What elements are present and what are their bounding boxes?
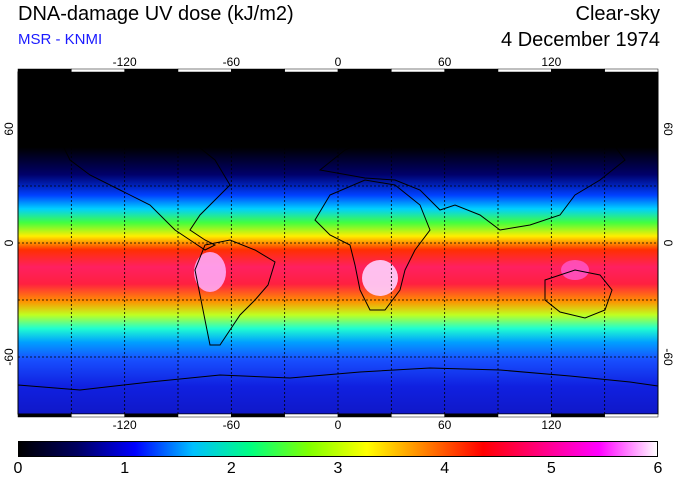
frame-segment bbox=[284, 413, 339, 418]
colorbar-label: 5 bbox=[546, 460, 556, 477]
longitude-label-top: 120 bbox=[541, 55, 561, 69]
colorbar-label: 2 bbox=[226, 460, 236, 477]
hotspot-south-america bbox=[194, 252, 226, 292]
frame-segment bbox=[497, 68, 552, 73]
latitude-label-right: -60 bbox=[661, 348, 675, 366]
map-title: DNA-damage UV dose (kJ/m2) bbox=[18, 3, 294, 25]
longitude-label-bottom: -60 bbox=[223, 418, 241, 432]
coast-europe-asia bbox=[318, 117, 626, 231]
latitude-label-left: 60 bbox=[2, 122, 16, 136]
coast-africa bbox=[314, 179, 431, 311]
frame-segment bbox=[17, 413, 72, 418]
latitude-label-left: 0 bbox=[2, 239, 16, 246]
frame-segment bbox=[124, 68, 179, 73]
frame-segment bbox=[604, 68, 659, 73]
frame-segment bbox=[231, 68, 285, 73]
coast-antarctica bbox=[17, 367, 659, 391]
data-source-label: MSR - KNMI bbox=[18, 31, 103, 48]
frame-segment bbox=[337, 413, 392, 418]
frame-segment bbox=[71, 413, 125, 418]
longitude-label-bottom: 60 bbox=[438, 418, 452, 432]
latitude-label-right: 0 bbox=[661, 240, 675, 247]
frame-segment bbox=[551, 68, 605, 73]
frame-segment bbox=[71, 68, 125, 73]
colorbar-label: 4 bbox=[440, 460, 450, 477]
frame-segment bbox=[551, 413, 605, 418]
longitude-label-top: 60 bbox=[438, 55, 452, 69]
colorbar-label: 3 bbox=[333, 460, 343, 477]
longitude-label-bottom: -120 bbox=[113, 418, 137, 432]
colorbar-label: 0 bbox=[13, 460, 23, 477]
graticule bbox=[18, 72, 658, 414]
frame-segment bbox=[444, 68, 499, 73]
date-label: 4 December 1974 bbox=[501, 29, 660, 51]
frame-tick-marks bbox=[17, 68, 659, 418]
coast-north-america bbox=[59, 119, 231, 251]
longitude-labels-bottom: -120 -60 0 60 120 bbox=[113, 418, 562, 432]
frame-segment bbox=[231, 413, 285, 418]
colorbar-label: 6 bbox=[653, 460, 663, 477]
colorbar bbox=[18, 441, 658, 457]
longitude-label-top: -60 bbox=[223, 55, 241, 69]
frame-segment bbox=[337, 68, 392, 73]
coastlines bbox=[17, 117, 659, 391]
longitude-label-bottom: 120 bbox=[541, 418, 561, 432]
frame-segment bbox=[497, 413, 552, 418]
longitude-label-bottom: 0 bbox=[335, 418, 342, 432]
latitude-labels-right: 60 0 -60 bbox=[661, 122, 675, 366]
frame-segment bbox=[604, 413, 659, 418]
hotspot-southern-africa bbox=[362, 260, 398, 296]
coast-south-america bbox=[194, 239, 276, 346]
latitude-label-left: -60 bbox=[2, 348, 16, 366]
longitude-label-top: 0 bbox=[335, 55, 342, 69]
sky-condition-label: Clear-sky bbox=[575, 3, 660, 25]
frame-segment bbox=[391, 68, 445, 73]
longitude-labels-top: -120 -60 0 60 120 bbox=[113, 55, 562, 69]
longitude-label-top: -120 bbox=[113, 55, 137, 69]
latitude-label-right: 60 bbox=[661, 122, 675, 136]
frame-segment bbox=[284, 68, 339, 73]
colorbar-label: 1 bbox=[120, 460, 130, 477]
frame-segment bbox=[177, 413, 232, 418]
latitude-labels-left: 60 0 -60 bbox=[2, 122, 16, 366]
frame-segment bbox=[17, 68, 72, 73]
frame-segment bbox=[124, 413, 179, 418]
frame-segment bbox=[444, 413, 499, 418]
frame-segment bbox=[391, 413, 445, 418]
frame-segment bbox=[177, 68, 232, 73]
